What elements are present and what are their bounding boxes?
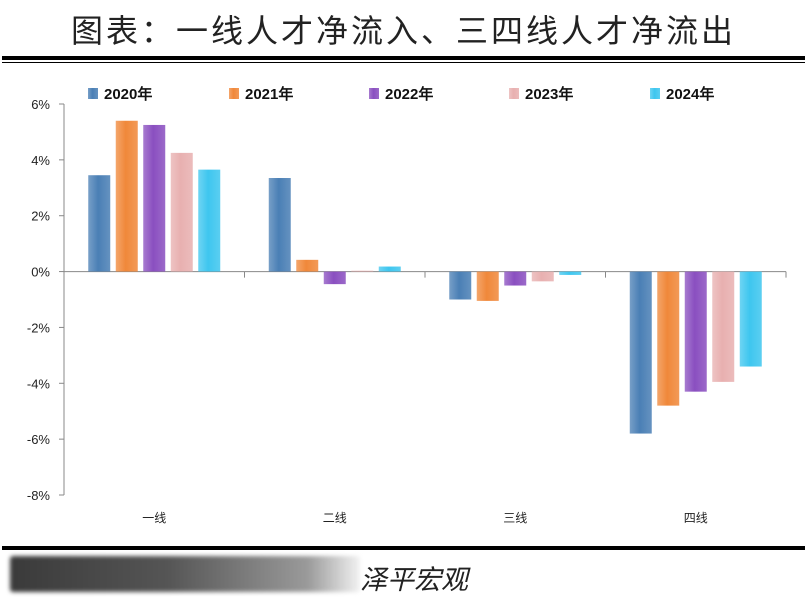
- y-tick-label: 0%: [31, 265, 50, 280]
- bar: [449, 271, 472, 300]
- bar: [657, 271, 680, 406]
- legend-swatch: [650, 88, 660, 99]
- source-label: 泽平宏观: [360, 565, 468, 596]
- legend-swatch: [369, 88, 379, 99]
- legend-label: 2021年: [245, 85, 293, 103]
- category-label: 二线: [323, 511, 347, 525]
- bar: [504, 271, 527, 286]
- y-tick-label: 4%: [31, 153, 50, 168]
- bar: [351, 270, 374, 272]
- bars: [88, 120, 762, 434]
- legend-label: 2024年: [666, 85, 714, 103]
- legend-swatch: [509, 88, 519, 99]
- y-tick-label: -4%: [27, 376, 51, 391]
- legend-swatch: [88, 88, 98, 99]
- bar: [115, 120, 138, 272]
- legend-swatch: [229, 88, 239, 99]
- bar-chart: -8%-6%-4%-2%0%2%4%6%一线 二线 三线 四线 2020年 2021年 2…: [27, 85, 787, 525]
- bar: [296, 259, 319, 272]
- category-label: 三线: [503, 511, 527, 525]
- title-rule-thick: [2, 56, 805, 60]
- legend-label: 2023年: [525, 85, 573, 103]
- legend-label: 2020年: [104, 85, 152, 103]
- bar: [684, 271, 707, 392]
- legend: 2020年 2021年 2022年 2023年 2024年: [88, 85, 714, 103]
- y-tick-label: -2%: [27, 320, 51, 335]
- bar: [629, 271, 652, 434]
- bar: [198, 169, 221, 272]
- bar: [88, 175, 111, 272]
- bar: [143, 124, 166, 272]
- bar: [559, 271, 582, 275]
- bar: [531, 271, 554, 282]
- category-label: 一线: [142, 511, 166, 525]
- y-tick-label: 2%: [31, 209, 50, 224]
- bar: [170, 152, 193, 272]
- bar: [739, 271, 762, 367]
- y-tick-label: -8%: [27, 488, 51, 503]
- bar: [323, 271, 346, 285]
- bar: [268, 178, 291, 272]
- y-tick-label: -6%: [27, 432, 51, 447]
- bar: [378, 266, 401, 272]
- bar: [476, 271, 499, 301]
- chart-title: 图表：一线人才净流入、三四线人才净流出: [70, 12, 736, 50]
- footer-rule: [2, 546, 805, 550]
- category-label: 四线: [684, 511, 708, 525]
- blurred-source-text: [10, 556, 360, 592]
- y-tick-label: 6%: [31, 97, 50, 112]
- legend-label: 2022年: [385, 85, 433, 103]
- bar: [712, 271, 735, 382]
- title-rule-thin: [2, 62, 805, 63]
